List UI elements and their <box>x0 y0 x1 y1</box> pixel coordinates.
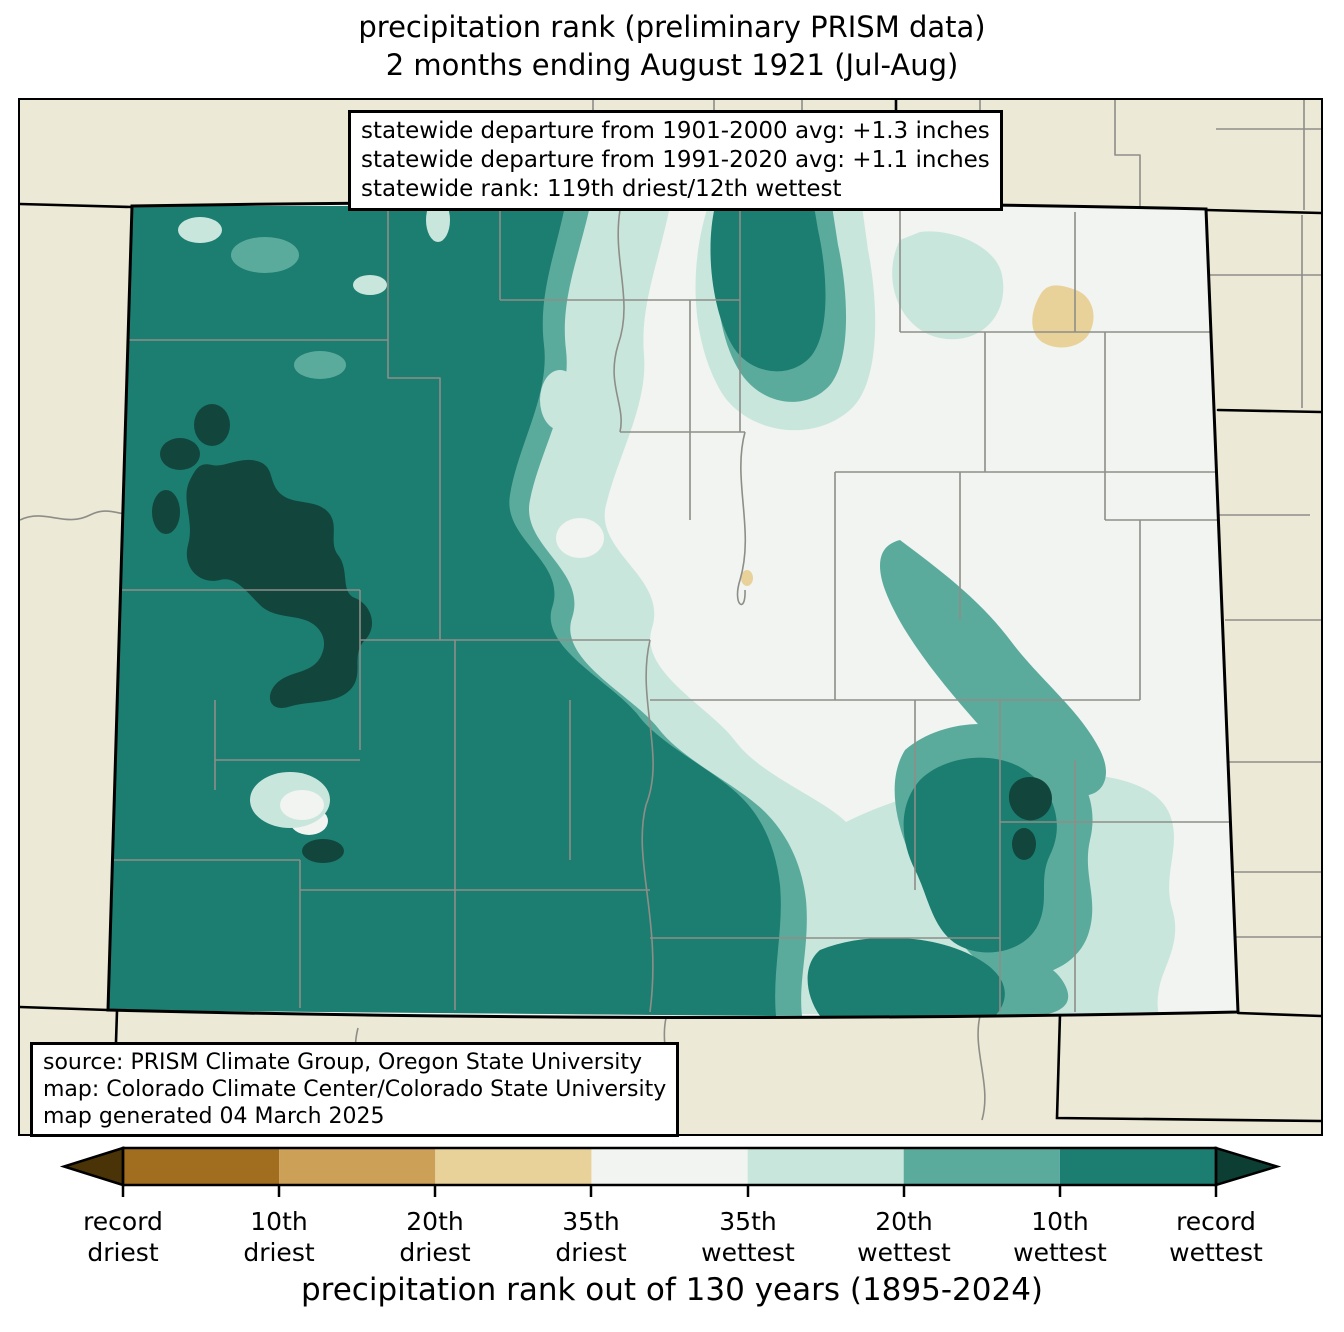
colorbar-seg-10th-wettest <box>1059 1148 1217 1185</box>
mid-inclusion <box>231 237 299 273</box>
white-inclusion <box>556 518 604 558</box>
colorbar-caption: precipitation rank out of 130 years (189… <box>300 1272 1044 1308</box>
stats-line-1: statewide departure from 1901-2000 avg: … <box>361 118 990 144</box>
stats-line-3: statewide rank: 119th driest/12th wettes… <box>361 176 842 202</box>
colorbar-label-20th-wettest: 20th wettest <box>857 1207 951 1267</box>
colorbar-label-35th-wettest: 35th wettest <box>701 1207 795 1267</box>
driest-20th-center-dot <box>741 570 753 586</box>
white-inclusion <box>280 790 324 820</box>
record-blob <box>160 438 200 470</box>
colorado-county-lines <box>109 209 1230 1013</box>
map-frame <box>18 98 1323 1136</box>
wettest-10th-dot <box>740 895 764 915</box>
record-blob-se <box>1008 776 1052 821</box>
figure-title-line1: precipitation rank (preliminary PRISM da… <box>358 10 986 44</box>
source-line-1: source: PRISM Climate Group, Oregon Stat… <box>43 1050 643 1075</box>
wettest-20th-river-band <box>880 540 1106 796</box>
record-wettest-main-blob <box>186 459 373 708</box>
colorbar-arrow-record-driest <box>59 1146 125 1187</box>
record-wettest-blobs <box>152 404 1052 863</box>
statewide-stats-box: statewide departure from 1901-2000 avg: … <box>348 110 1003 211</box>
source-box: source: PRISM Climate Group, Oregon Stat… <box>30 1042 680 1137</box>
neighbor-state-borders <box>20 100 1321 1134</box>
colorado-precipitation-map <box>20 100 1321 1134</box>
mid-inclusion <box>294 351 346 379</box>
colorbar-seg-10th-driest <box>279 1148 436 1185</box>
record-blob <box>302 839 344 863</box>
wettest-10th-south-strip <box>807 937 1005 1016</box>
colorbar-seg-20th-driest <box>435 1148 592 1185</box>
figure-title-line2: 2 months ending August 1921 (Jul-Aug) <box>385 48 959 82</box>
stats-line-2: statewide departure from 1991-2020 avg: … <box>361 147 990 173</box>
colorbar-label-record-driest: record driest <box>83 1207 163 1267</box>
record-blob-se <box>1012 828 1036 860</box>
colorbar-label-10th-driest: 10th driest <box>243 1207 315 1267</box>
colorbar-seg-35th-wettest <box>747 1148 904 1185</box>
colorbar <box>59 1146 1282 1197</box>
colorbar-label-20th-driest: 20th driest <box>399 1207 471 1267</box>
record-blob <box>152 490 180 534</box>
colorbar-label-10th-wettest: 10th wettest <box>1013 1207 1107 1267</box>
colorbar-outline <box>121 1146 1218 1187</box>
colorbar-arrow-record-wettest <box>1214 1146 1282 1187</box>
source-line-2: map: Colorado Climate Center/Colorado St… <box>43 1077 667 1102</box>
colorbar-seg-near-normal <box>591 1148 748 1185</box>
colorbar-seg-20th-wettest <box>903 1148 1060 1185</box>
pale-inclusion <box>353 275 387 295</box>
colorbar-seg-record-driest <box>123 1148 280 1185</box>
precip-rank-regions <box>108 202 1238 1018</box>
colorbar-label-record-wettest: record wettest <box>1169 1207 1263 1267</box>
pale-inclusion <box>178 217 222 243</box>
colorbar-segments <box>123 1148 1217 1185</box>
source-line-3: map generated 04 March 2025 <box>43 1104 385 1129</box>
colorbar-label-35th-driest: 35th driest <box>555 1207 627 1267</box>
figure-title: precipitation rank (preliminary PRISM da… <box>0 8 1344 84</box>
record-blob <box>194 404 230 446</box>
pale-inclusion <box>540 370 580 430</box>
wettest-35th-north-patch <box>892 231 1004 340</box>
colorbar-ticks <box>121 1185 1218 1197</box>
